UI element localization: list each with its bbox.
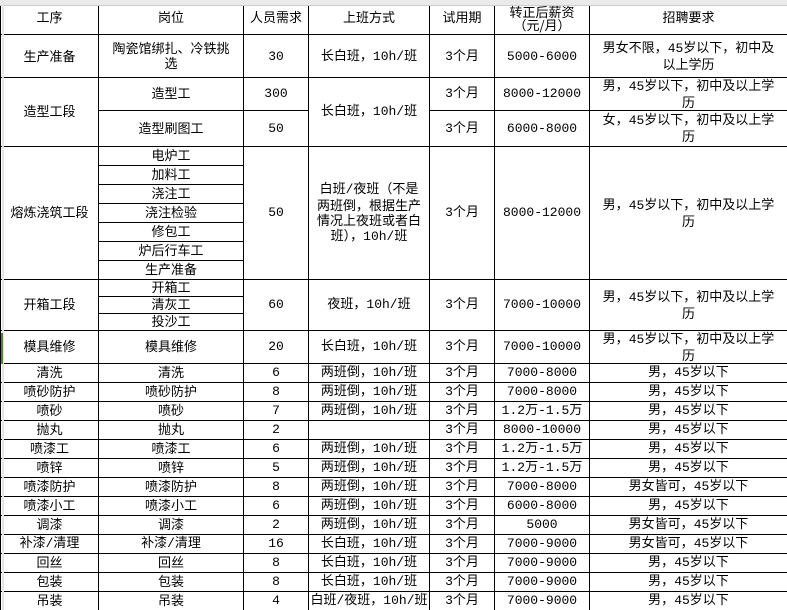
- svg-text:（元/月）: （元/月）: [513, 15, 570, 34]
